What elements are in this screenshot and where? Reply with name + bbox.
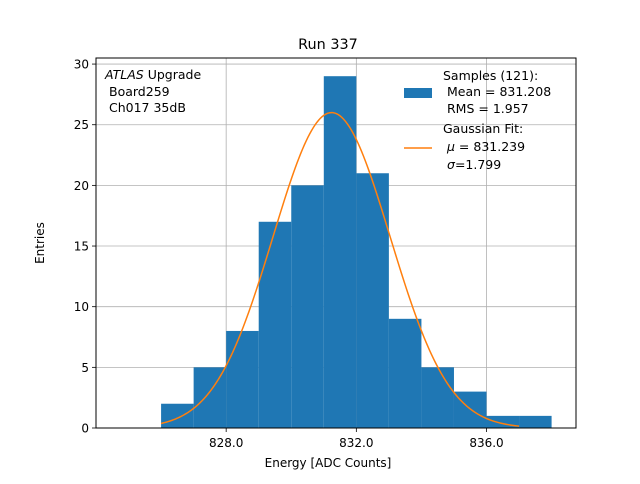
histogram-bar — [161, 403, 194, 428]
board-label: Board259 — [109, 84, 170, 99]
y-tick-label: 0 — [81, 422, 89, 436]
histogram-bar — [291, 185, 324, 428]
histogram-bar — [421, 367, 454, 428]
histogram-bar — [356, 173, 389, 428]
legend-mu-label: μ = 831.239 — [446, 139, 525, 154]
histogram-bar — [388, 318, 422, 428]
histogram-bar — [226, 330, 259, 428]
histogram-bars — [161, 76, 552, 429]
legend-sigma-label: σ=1.799 — [447, 157, 501, 172]
legend-sigma-symbol: σ — [447, 157, 456, 172]
plot-frame — [95, 57, 577, 429]
x-tick-label: 832.0 — [339, 436, 373, 450]
legend-fit-label: Gaussian Fit: — [443, 121, 523, 136]
atlas-annotation: ATLAS Upgrade Board259 Ch017 35dB — [104, 67, 201, 115]
y-axis-ticks: 0 5 10 15 20 25 30 — [74, 58, 96, 436]
legend-rms-label: RMS = 1.957 — [447, 101, 529, 116]
x-axis-ticks: 828.0 832.0 836.0 — [209, 428, 504, 450]
histogram-bar — [519, 415, 552, 428]
gaussian-fit — [160, 111, 520, 427]
x-tick-label: 836.0 — [469, 436, 503, 450]
histogram-bar — [193, 367, 227, 428]
x-tick-label: 828.0 — [209, 436, 243, 450]
y-tick-label: 15 — [74, 240, 89, 254]
legend: Samples (121): Mean = 831.208 RMS = 1.95… — [404, 68, 551, 172]
y-tick-label: 30 — [74, 58, 89, 72]
legend-mu-symbol: μ — [446, 139, 455, 154]
legend-samples-label: Samples (121): — [443, 68, 538, 83]
upgrade-label: Upgrade — [144, 67, 202, 82]
y-tick-label: 25 — [74, 118, 89, 132]
chart-title: Run 337 — [298, 37, 358, 53]
y-tick-label: 10 — [74, 300, 89, 314]
y-tick-label: 5 — [81, 361, 89, 375]
fit-curve — [160, 111, 520, 427]
legend-mean-label: Mean = 831.208 — [447, 84, 551, 99]
y-axis-label: Entries — [33, 222, 47, 264]
atlas-label: ATLAS — [104, 67, 144, 82]
histogram-bar — [258, 221, 292, 428]
channel-label: Ch017 35dB — [109, 100, 186, 115]
histogram-bar — [323, 76, 357, 429]
x-axis-label: Energy [ADC Counts] — [265, 456, 392, 470]
y-tick-label: 20 — [74, 179, 89, 193]
atlas-annotation-line-1: ATLAS Upgrade — [104, 67, 201, 82]
legend-sigma-value: =1.799 — [455, 157, 501, 172]
legend-mu-value: = 831.239 — [455, 139, 525, 154]
legend-histogram-swatch — [404, 88, 432, 98]
